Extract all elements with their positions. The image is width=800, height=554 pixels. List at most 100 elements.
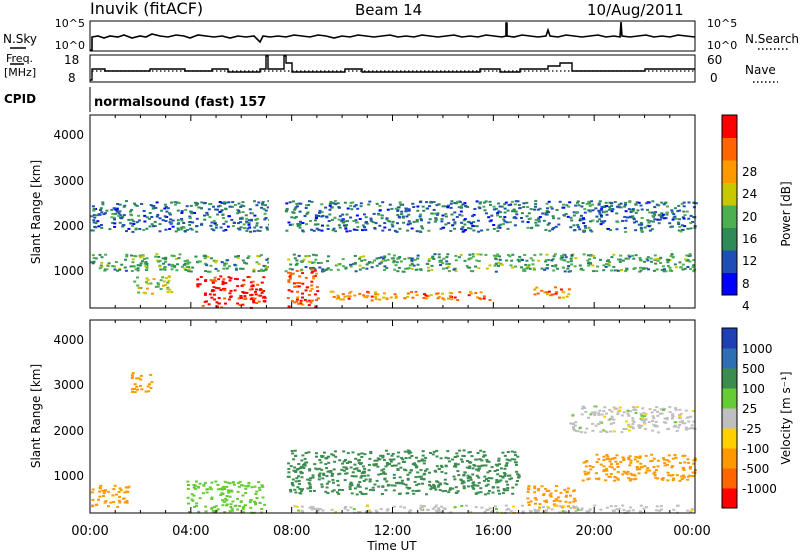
echo-cell <box>425 262 429 265</box>
echo-cell <box>613 456 617 459</box>
echo-cell <box>394 296 398 299</box>
echo-cell <box>545 210 549 212</box>
echo-cell <box>156 213 160 216</box>
echo-cell <box>92 209 96 212</box>
echo-cell <box>307 482 311 485</box>
echo-cell <box>352 263 356 266</box>
echo-cell <box>262 290 266 292</box>
echo-cell <box>471 224 475 227</box>
echo-cell <box>117 490 121 493</box>
echo-cell <box>90 215 94 218</box>
echo-cell <box>564 256 568 259</box>
power-colorbar: 28 24 20 16 12 8 4 Power [dB] <box>721 114 793 313</box>
echo-cell <box>131 372 135 375</box>
echo-cell <box>510 259 514 262</box>
echo-cell <box>638 257 642 259</box>
echo-cell <box>113 222 117 225</box>
echo-cell <box>237 222 240 225</box>
echo-cell <box>132 265 136 268</box>
echo-cell <box>292 458 296 461</box>
echo-cell <box>174 203 177 206</box>
echo-cell <box>208 216 212 219</box>
echo-cell <box>100 256 104 259</box>
echo-cell <box>676 210 680 213</box>
echo-cell <box>205 212 209 214</box>
echo-cell <box>204 510 208 513</box>
echo-cell <box>196 278 200 281</box>
echo-cell <box>242 205 246 208</box>
echo-cell <box>588 508 592 511</box>
echo-cell <box>664 270 668 273</box>
echo-cell <box>307 304 311 307</box>
echo-cell <box>332 227 336 230</box>
echo-cell <box>421 482 424 485</box>
echo-cell <box>631 417 635 420</box>
echo-cell <box>227 298 231 301</box>
echo-cell <box>583 208 587 211</box>
echo-cell <box>546 293 549 296</box>
echo-cell <box>469 511 473 514</box>
echo-cell <box>516 455 520 458</box>
echo-cell <box>451 458 455 461</box>
echo-cell <box>450 298 454 301</box>
echo-cell <box>645 202 649 205</box>
echo-cell <box>417 483 421 485</box>
echo-cell <box>610 210 614 213</box>
echo-cell <box>580 413 584 416</box>
echo-cell <box>153 225 157 227</box>
echo-cell <box>113 225 117 228</box>
echo-cell <box>479 291 483 294</box>
echo-cell <box>230 218 234 221</box>
velocity-cbar-tick-neg25: -25 <box>742 422 762 436</box>
echo-cell <box>454 254 458 257</box>
time-tick-0800: 08:00 <box>273 524 310 539</box>
echo-cell <box>616 471 620 474</box>
echo-cell <box>643 422 647 425</box>
echo-cell <box>98 487 102 490</box>
echo-cell <box>379 472 383 475</box>
echo-cell <box>570 219 574 222</box>
colorbar-cell <box>722 408 737 429</box>
echo-cell <box>216 508 220 511</box>
echo-cell <box>633 458 637 461</box>
echo-cell <box>254 290 257 293</box>
echo-cell <box>498 463 501 466</box>
echo-cell <box>615 508 619 511</box>
echo-cell <box>653 206 657 209</box>
echo-cell <box>284 210 288 213</box>
echo-cell <box>461 203 465 206</box>
echo-cell <box>104 500 108 503</box>
echo-cell <box>136 269 140 272</box>
freq-trace <box>90 55 695 81</box>
echo-cell <box>486 471 490 474</box>
echo-cell <box>130 214 133 217</box>
echo-cell <box>344 472 348 475</box>
echo-cell <box>602 269 606 272</box>
echo-cell <box>314 217 318 220</box>
echo-cell <box>380 469 384 472</box>
echo-cell <box>416 263 420 266</box>
echo-cell <box>638 456 642 459</box>
echo-cell <box>265 226 269 229</box>
echo-cell <box>357 483 360 486</box>
echo-cell <box>363 467 367 470</box>
echo-cell <box>342 469 346 472</box>
echo-cell <box>343 295 347 298</box>
echo-cell <box>328 213 332 216</box>
echo-cell <box>372 489 375 492</box>
echo-cell <box>587 226 591 229</box>
echo-cell <box>554 286 557 289</box>
echo-cell <box>290 300 294 303</box>
echo-cell <box>254 293 258 296</box>
echo-cell <box>287 271 290 274</box>
echo-cell <box>307 293 311 296</box>
echo-cell <box>609 505 613 508</box>
echo-cell <box>459 253 463 256</box>
echo-cell <box>430 486 434 489</box>
echo-cell <box>647 225 651 228</box>
echo-cell <box>639 269 643 272</box>
echo-cell <box>581 405 585 408</box>
echo-cell <box>229 506 233 508</box>
echo-cell <box>305 223 308 226</box>
echo-cell <box>368 480 372 483</box>
